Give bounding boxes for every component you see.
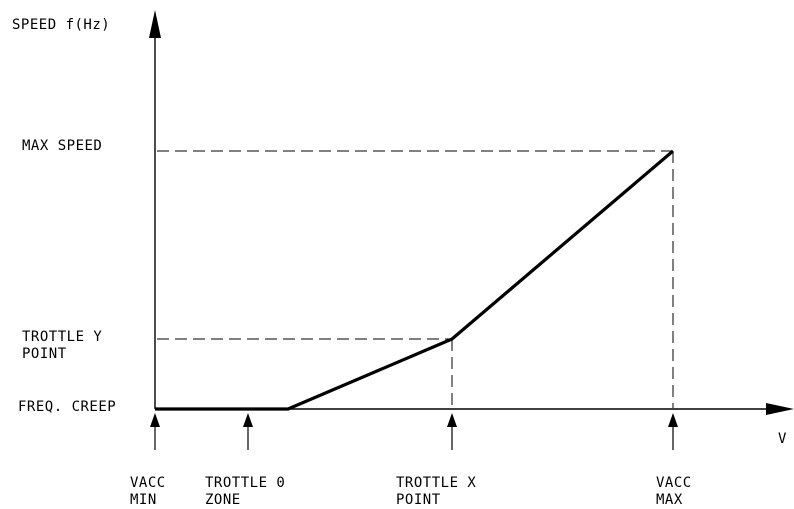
x-marker-vacc-max — [668, 413, 678, 450]
x-label-vacc-min-line-1: VACC — [130, 475, 166, 491]
y-axis-arrowhead — [149, 10, 161, 38]
y-label-trottle-y: TROTTLE Y POINT — [22, 329, 111, 362]
x-label-vacc-max-line-1: VACC — [656, 475, 692, 491]
y-label-max-speed: MAX SPEED — [22, 138, 102, 154]
y-label-trottle-y-line-2: POINT — [22, 346, 67, 362]
x-marker-vacc-min — [150, 413, 160, 450]
x-label-trottle-0: TROTTLE 0 ZONE — [205, 475, 294, 508]
x-axis-arrowhead — [766, 403, 794, 415]
y-label-freq-creep-line-1: FREQ. CREEP — [18, 399, 116, 415]
y-label-freq-creep: FREQ. CREEP — [18, 399, 116, 415]
x-marker-trottle-x — [447, 413, 457, 450]
x-label-trottle-0-line-1: TROTTLE 0 — [205, 475, 285, 491]
x-axis-title: V — [778, 431, 787, 447]
x-marker-trottle-0 — [243, 413, 253, 450]
x-label-trottle-x-line-1: TROTTLE X — [396, 475, 476, 491]
y-label-max-speed-line-1: MAX SPEED — [22, 138, 102, 154]
x-label-trottle-x-line-2: POINT — [396, 492, 441, 508]
y-label-trottle-y-line-1: TROTTLE Y — [22, 329, 102, 345]
x-label-trottle-x: TROTTLE X POINT — [396, 475, 485, 508]
x-label-vacc-max-line-2: MAX — [656, 492, 683, 508]
y-axis-title: SPEED f(Hz) — [12, 17, 110, 33]
x-label-vacc-max: VACC MAX — [656, 475, 701, 508]
x-label-vacc-min: VACC MIN — [130, 475, 175, 508]
x-label-trottle-0-line-2: ZONE — [205, 492, 241, 508]
speed-curve-series — [155, 149, 675, 411]
x-label-vacc-min-line-2: MIN — [130, 492, 157, 508]
